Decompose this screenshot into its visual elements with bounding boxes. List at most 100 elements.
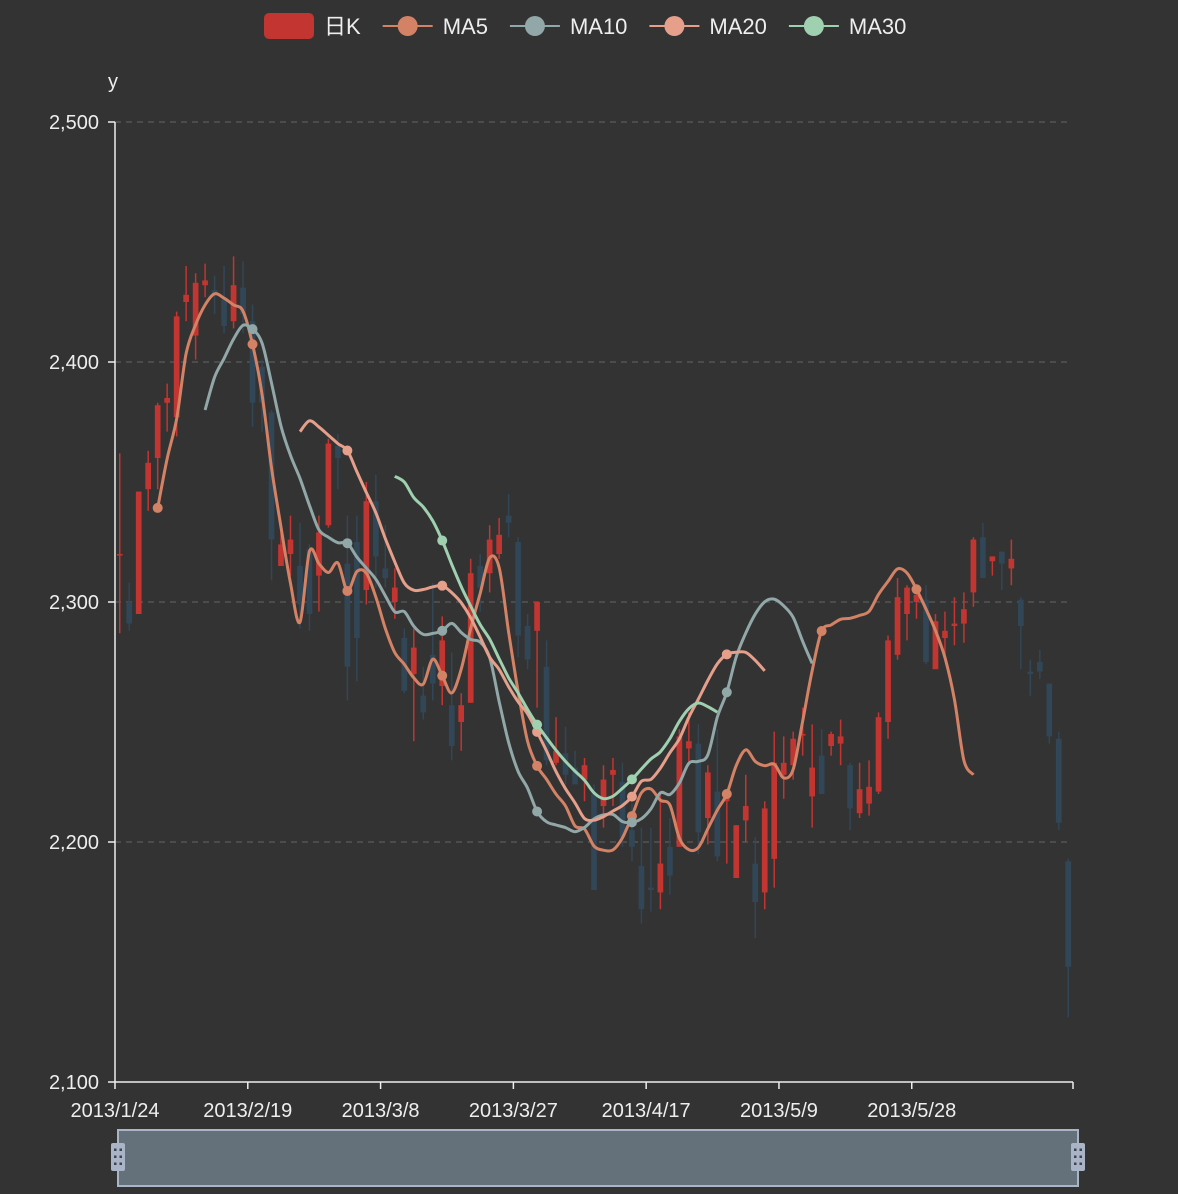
candle[interactable] <box>657 791 664 910</box>
candle[interactable] <box>496 518 502 559</box>
candle[interactable] <box>761 801 768 910</box>
candle[interactable] <box>942 611 948 658</box>
candle[interactable] <box>723 794 730 864</box>
candle[interactable] <box>809 724 816 828</box>
zoom-handle[interactable] <box>1071 1143 1085 1171</box>
candle[interactable] <box>553 717 559 766</box>
candle[interactable] <box>410 628 417 742</box>
legend[interactable]: 日K MA5 MA10 MA20 MA30 <box>264 13 906 39</box>
candle[interactable] <box>780 736 787 799</box>
candle[interactable] <box>733 825 740 878</box>
candle[interactable] <box>676 729 683 847</box>
moving-average-lines[interactable] <box>152 292 975 853</box>
candle[interactable] <box>325 438 332 528</box>
candle-body <box>885 640 891 722</box>
candle[interactable] <box>183 266 189 322</box>
candle[interactable] <box>372 474 379 588</box>
candle[interactable] <box>980 522 986 578</box>
candle[interactable] <box>268 410 275 581</box>
candle-body <box>657 863 664 893</box>
candle[interactable] <box>202 263 208 298</box>
candle[interactable] <box>192 273 199 360</box>
candle[interactable] <box>999 551 1005 590</box>
candle[interactable] <box>667 818 673 895</box>
legend-item[interactable]: 日K <box>264 13 361 39</box>
candle[interactable] <box>164 383 171 432</box>
candle[interactable] <box>354 515 360 682</box>
candle[interactable] <box>534 602 540 708</box>
candle[interactable] <box>638 827 645 924</box>
candle[interactable] <box>771 731 778 888</box>
candle[interactable] <box>1027 659 1034 696</box>
candle[interactable] <box>562 726 569 785</box>
candle[interactable] <box>847 762 853 830</box>
candle[interactable] <box>856 762 863 818</box>
candle[interactable] <box>1017 597 1024 670</box>
candle[interactable] <box>1036 650 1043 679</box>
candle[interactable] <box>894 578 901 660</box>
ma10-series[interactable] <box>203 323 814 834</box>
candle[interactable] <box>695 724 702 854</box>
candle[interactable] <box>932 614 939 670</box>
candle-body <box>999 551 1005 564</box>
candle[interactable] <box>135 491 142 614</box>
candle[interactable] <box>448 652 455 761</box>
candle[interactable] <box>610 758 616 806</box>
data-zoom-slider[interactable] <box>111 1129 1085 1187</box>
candle[interactable] <box>752 837 759 938</box>
candle[interactable] <box>1046 683 1053 744</box>
x-tick-label: 2013/5/28 <box>867 1100 956 1122</box>
candle[interactable] <box>591 784 597 890</box>
candle[interactable] <box>923 585 929 665</box>
candle[interactable] <box>818 729 825 794</box>
candle[interactable] <box>686 712 692 766</box>
candle[interactable] <box>543 640 550 766</box>
candle[interactable] <box>970 537 977 607</box>
candle[interactable] <box>913 592 920 619</box>
candle[interactable] <box>1008 539 1015 586</box>
candle[interactable] <box>951 597 958 646</box>
x-tick-label: 2013/5/9 <box>740 1100 818 1122</box>
candle[interactable] <box>828 731 834 756</box>
candle[interactable] <box>287 515 294 576</box>
candle[interactable] <box>297 522 303 629</box>
candle[interactable] <box>429 582 436 701</box>
ma20-series[interactable] <box>298 419 766 823</box>
candle[interactable] <box>230 256 237 329</box>
candle[interactable] <box>145 450 152 511</box>
candle[interactable] <box>505 494 512 538</box>
candle[interactable] <box>875 712 882 794</box>
legend-item[interactable]: MA10 <box>509 14 627 39</box>
candle[interactable] <box>240 261 246 334</box>
candle[interactable] <box>714 729 721 862</box>
candle[interactable] <box>989 556 996 576</box>
zoom-handle[interactable] <box>111 1143 125 1171</box>
candle[interactable] <box>363 482 370 605</box>
candle[interactable] <box>648 827 654 912</box>
candle[interactable] <box>154 402 161 490</box>
candle[interactable] <box>1065 858 1072 1018</box>
candle[interactable] <box>742 774 749 842</box>
candlestick-series[interactable] <box>116 256 1072 1018</box>
candle[interactable] <box>885 635 891 739</box>
candle[interactable] <box>866 760 872 816</box>
candle[interactable] <box>961 592 967 643</box>
candle[interactable] <box>249 304 256 427</box>
ma5-series[interactable] <box>152 292 975 853</box>
ma30-series[interactable] <box>393 474 719 801</box>
candle[interactable] <box>837 719 844 766</box>
candle[interactable] <box>458 693 465 751</box>
candle[interactable] <box>116 453 123 634</box>
candle[interactable] <box>572 750 578 785</box>
candle[interactable] <box>477 554 484 612</box>
candle[interactable] <box>515 537 521 658</box>
legend-item[interactable]: MA5 <box>382 14 488 39</box>
legend-item[interactable]: MA20 <box>649 14 767 39</box>
candle[interactable] <box>420 666 427 720</box>
legend-item[interactable]: MA30 <box>788 14 906 39</box>
candle[interactable] <box>904 585 910 641</box>
candle[interactable] <box>1055 731 1062 830</box>
candle[interactable] <box>126 582 133 631</box>
zoom-window[interactable] <box>117 1129 1079 1187</box>
candle[interactable] <box>524 614 531 670</box>
